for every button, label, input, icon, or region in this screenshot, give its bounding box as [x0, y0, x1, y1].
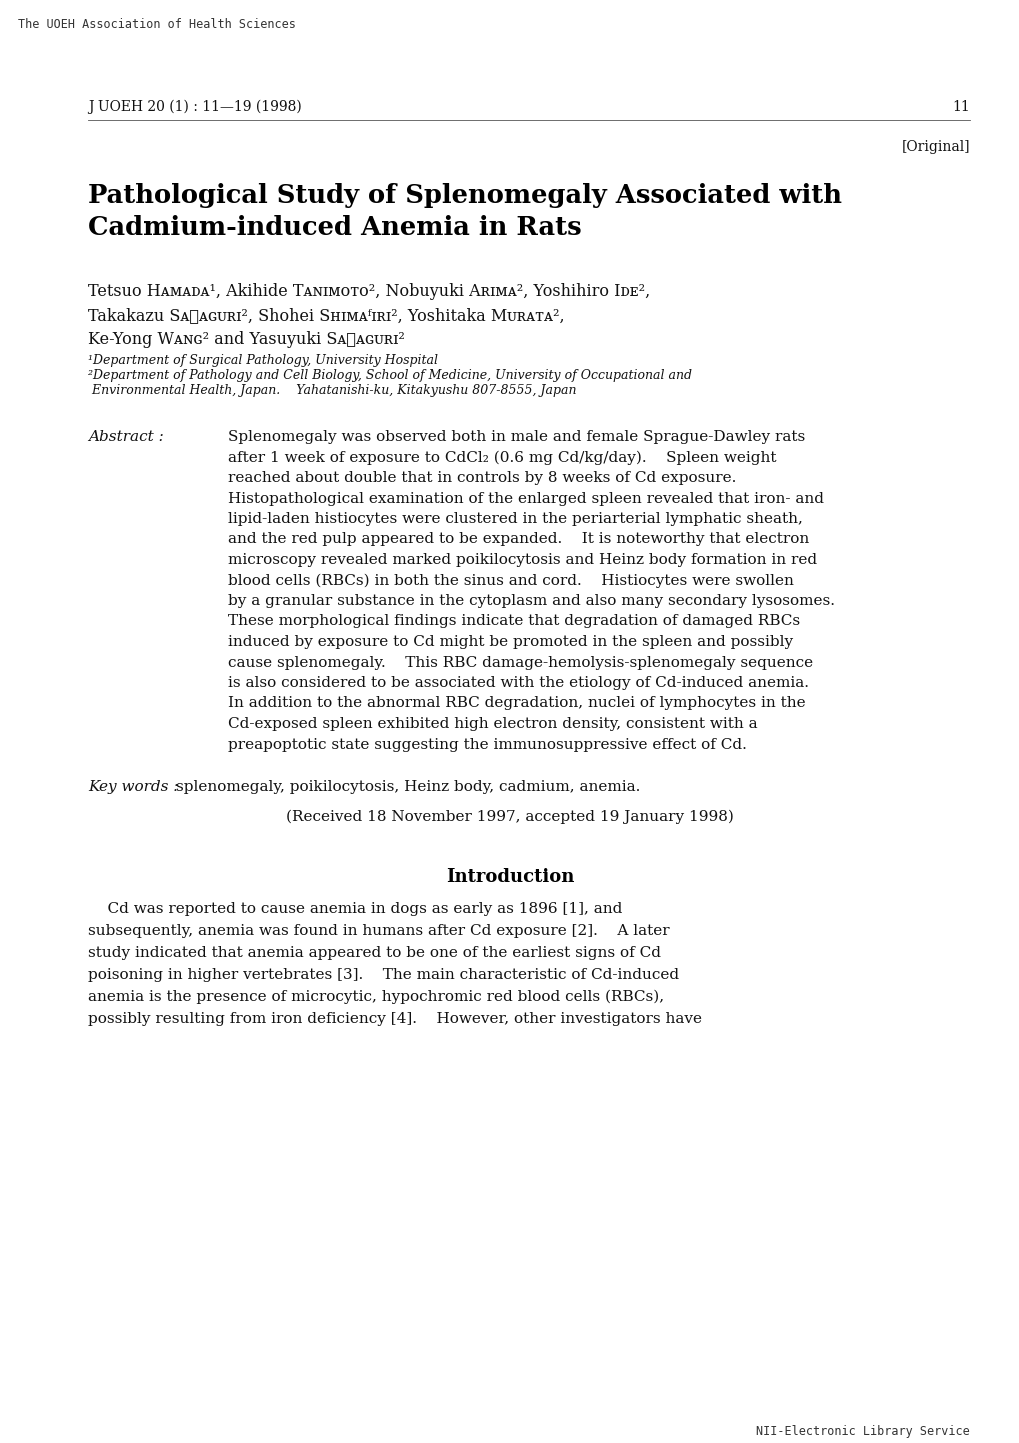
Text: Environmental Health, Japan.    Yahatanishi-ku, Kitakyushu 807-8555, Japan: Environmental Health, Japan. Yahatanishi…	[88, 384, 576, 397]
Text: Takakazu Sᴀᶏᴀɢᴜʀɪ², Shohei Sʜɪᴍᴀᶠɪʀɪ², Yoshitaka Mᴜʀᴀᴛᴀ²,: Takakazu Sᴀᶏᴀɢᴜʀɪ², Shohei Sʜɪᴍᴀᶠɪʀɪ², Y…	[88, 307, 565, 325]
Text: splenomegaly, poikilocytosis, Heinz body, cadmium, anemia.: splenomegaly, poikilocytosis, Heinz body…	[176, 781, 640, 794]
Text: Introduction: Introduction	[445, 869, 574, 886]
Text: poisoning in higher vertebrates [3].    The main characteristic of Cd-induced: poisoning in higher vertebrates [3]. The…	[88, 968, 679, 983]
Text: blood cells (RBCs) in both the sinus and cord.    Histiocytes were swollen: blood cells (RBCs) in both the sinus and…	[228, 573, 793, 587]
Text: These morphological findings indicate that degradation of damaged RBCs: These morphological findings indicate th…	[228, 615, 799, 629]
Text: ²Department of Pathology and Cell Biology, School of Medicine, University of Occ: ²Department of Pathology and Cell Biolog…	[88, 369, 691, 382]
Text: microscopy revealed marked poikilocytosis and Heinz body formation in red: microscopy revealed marked poikilocytosi…	[228, 553, 816, 567]
Text: by a granular substance in the cytoplasm and also many secondary lysosomes.: by a granular substance in the cytoplasm…	[228, 595, 835, 608]
Text: Ke-Yong Wᴀɴɢ² and Yasuyuki Sᴀᶏᴀɢᴜʀɪ²: Ke-Yong Wᴀɴɢ² and Yasuyuki Sᴀᶏᴀɢᴜʀɪ²	[88, 330, 405, 348]
Text: J UOEH 20 (1) : 11—19 (1998): J UOEH 20 (1) : 11—19 (1998)	[88, 100, 302, 114]
Text: induced by exposure to Cd might be promoted in the spleen and possibly: induced by exposure to Cd might be promo…	[228, 635, 793, 649]
Text: Abstract :: Abstract :	[88, 430, 164, 444]
Text: Splenomegaly was observed both in male and female Sprague-Dawley rats: Splenomegaly was observed both in male a…	[228, 430, 804, 444]
Text: Key words :: Key words :	[88, 781, 178, 794]
Text: In addition to the abnormal RBC degradation, nuclei of lymphocytes in the: In addition to the abnormal RBC degradat…	[228, 697, 805, 710]
Text: after 1 week of exposure to CdCl₂ (0.6 mg Cd/kg/day).    Spleen weight: after 1 week of exposure to CdCl₂ (0.6 m…	[228, 450, 775, 465]
Text: The UOEH Association of Health Sciences: The UOEH Association of Health Sciences	[18, 17, 296, 30]
Text: Cadmium-induced Anemia in Rats: Cadmium-induced Anemia in Rats	[88, 215, 581, 240]
Text: Cd was reported to cause anemia in dogs as early as 1896 [1], and: Cd was reported to cause anemia in dogs …	[88, 902, 622, 916]
Text: and the red pulp appeared to be expanded.    It is noteworthy that electron: and the red pulp appeared to be expanded…	[228, 532, 808, 547]
Text: is also considered to be associated with the etiology of Cd-induced anemia.: is also considered to be associated with…	[228, 675, 808, 690]
Text: NII-Electronic Library Service: NII-Electronic Library Service	[755, 1426, 969, 1439]
Text: 11: 11	[952, 100, 969, 114]
Text: lipid-laden histiocytes were clustered in the periarterial lymphatic sheath,: lipid-laden histiocytes were clustered i…	[228, 512, 802, 527]
Text: Cd-exposed spleen exhibited high electron density, consistent with a: Cd-exposed spleen exhibited high electro…	[228, 717, 757, 732]
Text: possibly resulting from iron deficiency [4].    However, other investigators hav: possibly resulting from iron deficiency …	[88, 1012, 701, 1026]
Text: ¹Department of Surgical Pathology, University Hospital: ¹Department of Surgical Pathology, Unive…	[88, 354, 437, 367]
Text: preapoptotic state suggesting the immunosuppressive effect of Cd.: preapoptotic state suggesting the immuno…	[228, 737, 746, 752]
Text: subsequently, anemia was found in humans after Cd exposure [2].    A later: subsequently, anemia was found in humans…	[88, 924, 668, 938]
Text: anemia is the presence of microcytic, hypochromic red blood cells (RBCs),: anemia is the presence of microcytic, hy…	[88, 990, 663, 1004]
Text: reached about double that in controls by 8 weeks of Cd exposure.: reached about double that in controls by…	[228, 470, 736, 485]
Text: Pathological Study of Splenomegaly Associated with: Pathological Study of Splenomegaly Assoc…	[88, 183, 841, 208]
Text: cause splenomegaly.    This RBC damage-hemolysis-splenomegaly sequence: cause splenomegaly. This RBC damage-hemo…	[228, 655, 812, 670]
Text: Tetsuo Hᴀᴍᴀᴅᴀ¹, Akihide Tᴀɴɪᴍᴏᴛᴏ², Nobuyuki Aʀɪᴍᴀ², Yoshihiro Iᴅᴇ²,: Tetsuo Hᴀᴍᴀᴅᴀ¹, Akihide Tᴀɴɪᴍᴏᴛᴏ², Nobuy…	[88, 283, 650, 300]
Text: study indicated that anemia appeared to be one of the earliest signs of Cd: study indicated that anemia appeared to …	[88, 947, 660, 960]
Text: Histopathological examination of the enlarged spleen revealed that iron- and: Histopathological examination of the enl…	[228, 492, 823, 505]
Text: [Original]: [Original]	[901, 140, 969, 154]
Text: (Received 18 November 1997, accepted 19 January 1998): (Received 18 November 1997, accepted 19 …	[285, 810, 734, 824]
